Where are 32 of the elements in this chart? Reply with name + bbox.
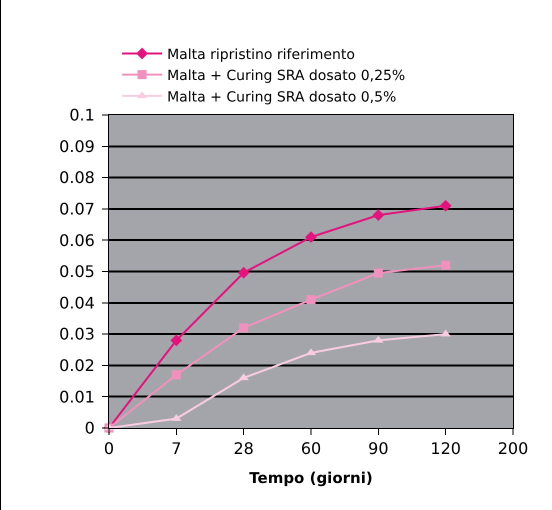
x-tick-label: 120 xyxy=(430,439,461,458)
x-tick-label: 60 xyxy=(300,439,322,458)
point xyxy=(238,266,250,279)
y-tick-label: 0.1 xyxy=(69,106,95,125)
x-axis-title: Tempo (giorni) xyxy=(249,469,373,487)
x-tick-label: 0 xyxy=(104,439,114,458)
y-tick-label: 0 xyxy=(84,418,95,438)
point xyxy=(374,268,383,278)
y-tick-label: 0.05 xyxy=(59,262,95,282)
legend-label: Malta ripristino riferimento xyxy=(167,46,355,63)
y-tick-label: 0.02 xyxy=(59,356,95,375)
point xyxy=(305,231,317,243)
x-tick-label: 28 xyxy=(233,439,254,458)
y-tick-label: 0.04 xyxy=(59,293,95,312)
y-tick-label: 0.06 xyxy=(59,230,95,250)
point xyxy=(441,260,450,270)
y-tick-label: 0.07 xyxy=(59,200,95,218)
y-tick-label: 0.01 xyxy=(59,387,95,406)
point xyxy=(239,323,248,332)
x-tick-label: 90 xyxy=(368,439,389,458)
legend-label: Malta + Curing SRA dosato 0,25% xyxy=(167,68,406,84)
point xyxy=(172,370,181,380)
point xyxy=(440,200,452,212)
x-tick-label: 200 xyxy=(498,439,528,458)
point xyxy=(170,334,182,346)
point xyxy=(372,209,384,222)
point xyxy=(306,295,316,304)
y-tick-label: 0.03 xyxy=(59,324,95,344)
y-tick-label: 0.09 xyxy=(59,136,95,156)
y-tick-label: 0.08 xyxy=(59,168,95,188)
x-tick-label: 7 xyxy=(171,439,182,458)
legend-label: Malta + Curing SRA dosato 0,5% xyxy=(167,89,396,106)
